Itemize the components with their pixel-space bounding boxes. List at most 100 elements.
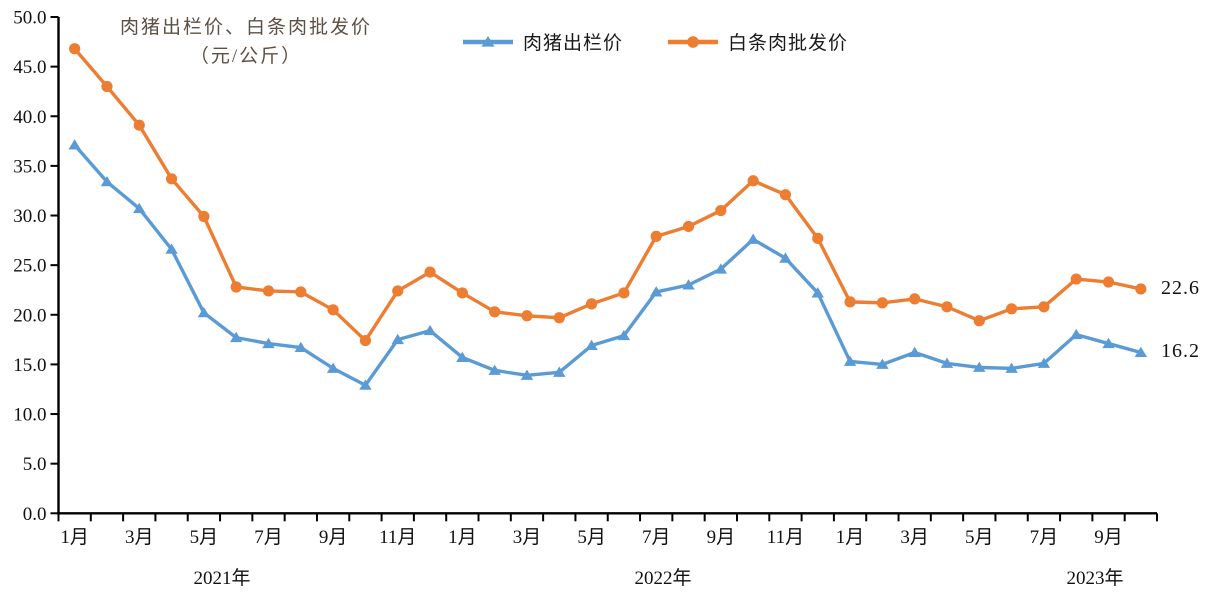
- marker-circle: [456, 287, 468, 299]
- x-tick-label: 7月: [254, 527, 283, 548]
- x-tick-label: 5月: [190, 527, 219, 548]
- legend-circle-orange: [687, 35, 699, 48]
- y-tick-label: 20.0: [13, 305, 46, 326]
- x-tick-label: 3月: [513, 527, 542, 548]
- marker-circle: [295, 286, 307, 298]
- marker-triangle: [940, 357, 954, 368]
- marker-circle: [1038, 301, 1050, 313]
- y-tick-label: 40.0: [13, 107, 46, 128]
- x-tick-label: 9月: [319, 527, 348, 548]
- chart-title-line2: （元/公斤）: [189, 46, 303, 67]
- marker-circle: [973, 315, 985, 327]
- marker-circle: [69, 43, 81, 55]
- x-tick-label: 1月: [60, 527, 89, 548]
- marker-triangle: [262, 337, 275, 349]
- x-tick-label: 3月: [900, 527, 929, 548]
- marker-circle: [392, 285, 404, 297]
- y-tick-label: 0.0: [23, 504, 47, 525]
- x-tick-label: 7月: [1030, 527, 1059, 548]
- marker-triangle: [1005, 362, 1018, 373]
- year-label: 2021年: [193, 567, 250, 589]
- series-line-0: [72, 143, 1143, 387]
- marker-triangle: [973, 361, 986, 372]
- marker-triangle: [908, 346, 921, 357]
- x-tick-label: 11月: [767, 527, 804, 548]
- marker-triangle: [326, 362, 340, 373]
- x-tick-label: 1月: [448, 527, 477, 548]
- marker-circle: [101, 80, 113, 93]
- marker-circle: [844, 296, 856, 308]
- legend-triangle-blue: [481, 35, 495, 47]
- marker-circle: [1135, 283, 1147, 295]
- y-tick-label: 10.0: [13, 405, 46, 426]
- marker-triangle: [197, 306, 211, 318]
- marker-triangle: [456, 351, 469, 362]
- marker-triangle: [165, 243, 178, 254]
- marker-circle: [1070, 273, 1082, 285]
- marker-triangle: [682, 279, 695, 290]
- marker-triangle: [843, 355, 857, 366]
- marker-triangle: [100, 175, 114, 187]
- marker-triangle: [520, 369, 534, 380]
- legend-label-chuzhanjia: 肉猪出栏价: [523, 33, 624, 54]
- legend-item-pifajia: 白条肉批发价: [667, 28, 848, 55]
- marker-triangle: [714, 263, 728, 274]
- chart-title: 肉猪出栏价、白条肉批发价 （元/公斤）: [90, 13, 402, 71]
- marker-circle: [165, 173, 178, 185]
- marker-triangle: [1134, 346, 1148, 357]
- marker-triangle: [779, 252, 792, 263]
- y-tick-label: 50.0: [13, 8, 46, 29]
- marker-circle: [779, 189, 792, 201]
- marker-triangle: [553, 366, 566, 377]
- x-tick-label: 7月: [642, 527, 671, 548]
- marker-circle: [715, 204, 727, 217]
- end-label-series-0: 16.2: [1161, 340, 1200, 363]
- x-tick-label: 9月: [1094, 527, 1123, 548]
- marker-circle: [812, 232, 824, 244]
- marker-circle: [553, 312, 565, 324]
- marker-triangle: [229, 331, 243, 343]
- marker-triangle: [68, 139, 81, 150]
- marker-triangle: [359, 379, 372, 390]
- legend-item-chuzhanjia: 肉猪出栏价: [462, 28, 623, 55]
- marker-triangle: [294, 341, 308, 353]
- marker-circle: [489, 306, 501, 318]
- y-tick-label: 45.0: [13, 57, 46, 78]
- marker-circle: [198, 210, 210, 223]
- marker-triangle: [488, 364, 501, 375]
- year-label: 2022年: [634, 567, 691, 589]
- y-tick-label: 15.0: [13, 355, 46, 376]
- series-line-1: [72, 47, 1143, 343]
- marker-triangle: [133, 202, 146, 214]
- y-tick-label: 30.0: [13, 206, 46, 227]
- legend: 肉猪出栏价 白条肉批发价: [462, 28, 848, 55]
- marker-circle: [585, 298, 598, 310]
- end-label-series-1: 22.6: [1161, 276, 1200, 299]
- marker-triangle: [617, 329, 631, 341]
- marker-circle: [230, 281, 242, 293]
- x-tick-label: 5月: [965, 527, 994, 548]
- marker-circle: [682, 220, 695, 233]
- chart-title-line1: 肉猪出栏价、白条肉批发价: [119, 17, 372, 38]
- x-tick-label: 3月: [125, 527, 154, 548]
- y-tick-label: 35.0: [13, 156, 46, 177]
- marker-triangle: [746, 233, 760, 244]
- y-tick-label: 5.0: [23, 454, 47, 475]
- marker-circle: [941, 301, 953, 313]
- marker-circle: [618, 287, 630, 299]
- marker-circle: [650, 230, 662, 242]
- marker-circle: [876, 297, 888, 309]
- marker-circle: [521, 310, 533, 322]
- legend-label-pifajia: 白条肉批发价: [728, 33, 849, 54]
- legend-marker-triangle-icon: [463, 35, 513, 47]
- marker-circle: [133, 119, 145, 131]
- legend-marker-circle-icon: [668, 35, 719, 48]
- marker-triangle: [1070, 328, 1083, 340]
- marker-triangle: [423, 324, 437, 336]
- marker-circle: [424, 266, 436, 278]
- marker-circle: [1006, 303, 1018, 315]
- marker-triangle: [650, 286, 663, 297]
- marker-triangle: [585, 339, 598, 351]
